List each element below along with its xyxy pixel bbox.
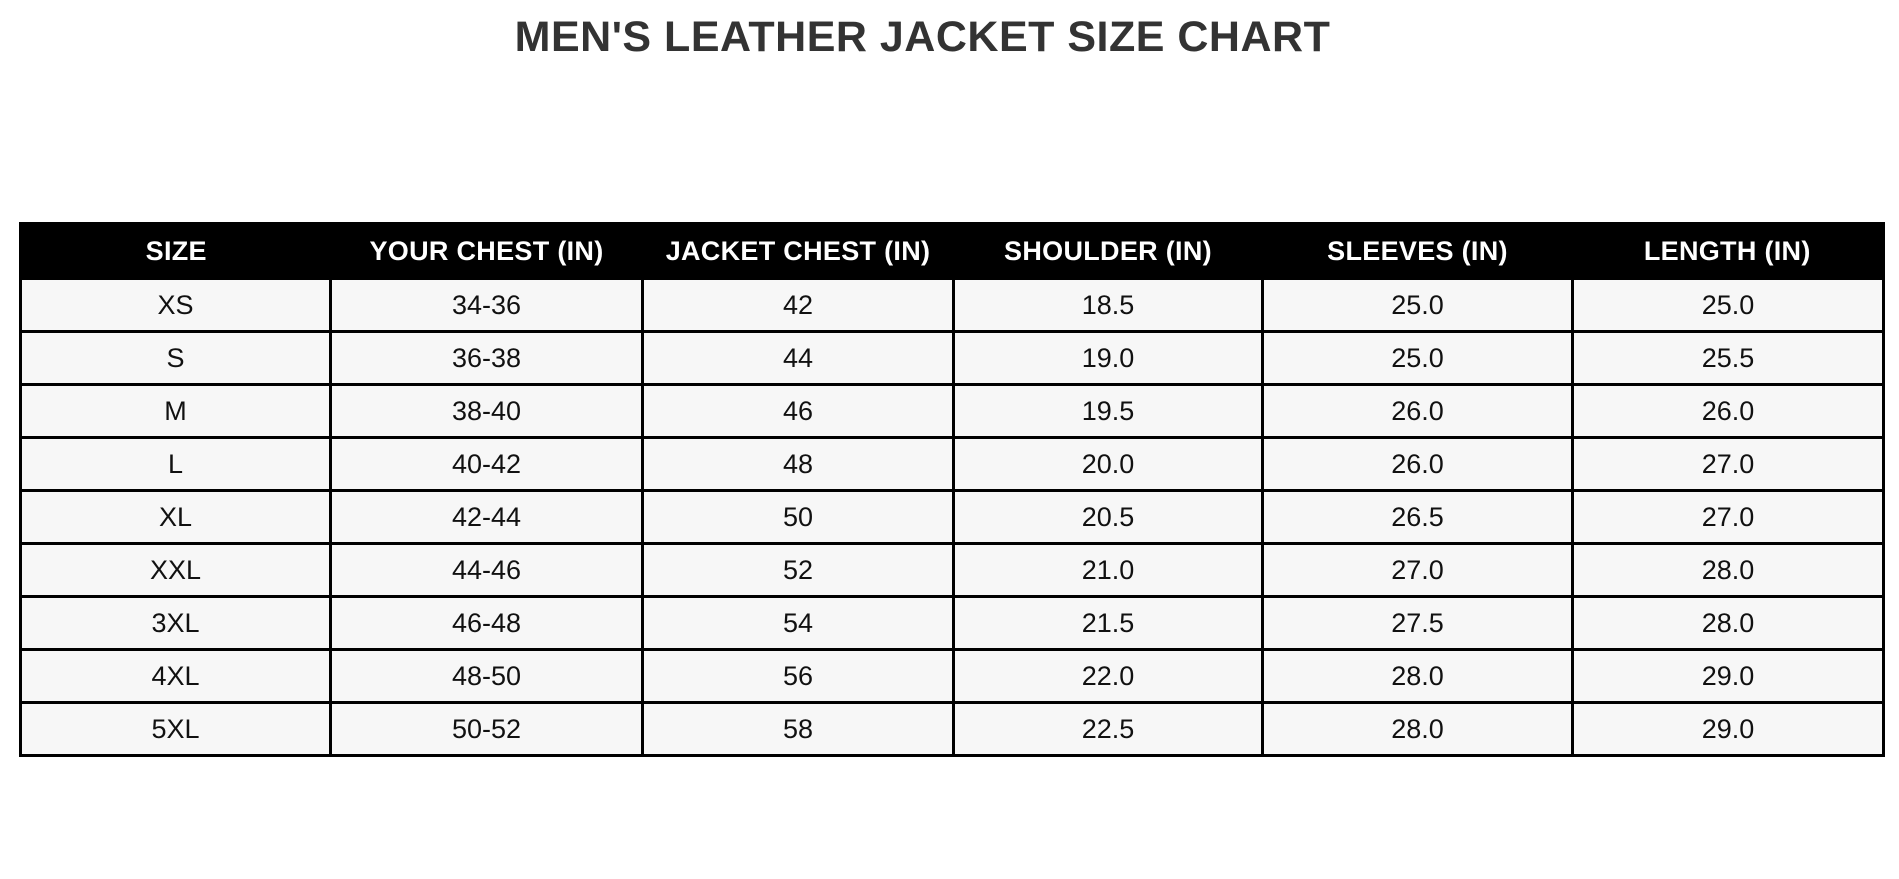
measurement-cell: 19.0 (952, 330, 1263, 385)
table-body: XS 34-36 42 18.5 25.0 25.0 S 36-38 44 19.0 25.0 25.… (20, 277, 1884, 756)
measurement-cell: 46-48 (329, 595, 643, 650)
measurement-cell: 38-40 (329, 383, 643, 438)
measurement-cell: 22.5 (952, 701, 1263, 756)
measurement-cell: 21.5 (952, 595, 1263, 650)
measurement-cell: 26.0 (1261, 436, 1573, 491)
measurement-cell: 40-42 (329, 436, 643, 491)
measurement-cell: 28.0 (1571, 595, 1884, 650)
measurement-cell: 28.0 (1571, 542, 1884, 597)
measurement-cell: 21.0 (952, 542, 1263, 597)
size-chart-table-container: SIZE YOUR CHEST (IN) JACKET CHEST (IN) SHOU… (19, 222, 1885, 757)
table-row: 4XL 48-50 56 22.0 28.0 29.0 (20, 648, 1884, 703)
measurement-cell: 56 (641, 648, 954, 703)
measurement-cell: 27.5 (1261, 595, 1573, 650)
measurement-cell: 48 (641, 436, 954, 491)
size-cell: 4XL (20, 648, 331, 703)
column-header: LENGTH (IN) (1643, 235, 1811, 266)
measurement-cell: 26.0 (1261, 383, 1573, 438)
table-row: XL 42-44 50 20.5 26.5 27.0 (20, 489, 1884, 544)
column-header: YOUR CHEST (IN) (369, 235, 604, 266)
table-header: SIZE YOUR CHEST (IN) JACKET CHEST (IN) SHOU… (20, 223, 1884, 279)
size-cell: M (20, 383, 331, 438)
size-cell: XXL (20, 542, 331, 597)
size-cell: 5XL (20, 701, 331, 756)
measurement-cell: 28.0 (1261, 701, 1573, 756)
measurement-cell: 48-50 (329, 648, 643, 703)
table-header-row: SIZE YOUR CHEST (IN) JACKET CHEST (IN) SHOU… (20, 223, 1884, 279)
measurement-cell: 44-46 (329, 542, 643, 597)
table-row: M 38-40 46 19.5 26.0 26.0 (20, 383, 1884, 438)
size-cell: L (20, 436, 331, 491)
measurement-cell: 20.0 (952, 436, 1263, 491)
measurement-cell: 29.0 (1571, 648, 1884, 703)
column-header: SLEEVES (IN) (1327, 235, 1508, 266)
measurement-cell: 26.5 (1261, 489, 1573, 544)
measurement-cell: 52 (641, 542, 954, 597)
size-cell: S (20, 330, 331, 385)
measurement-cell: 29.0 (1571, 701, 1884, 756)
column-header: SHOULDER (IN) (1004, 235, 1212, 266)
table-row: L 40-42 48 20.0 26.0 27.0 (20, 436, 1884, 491)
size-chart-table: SIZE YOUR CHEST (IN) JACKET CHEST (IN) SHOU… (19, 222, 1885, 757)
measurement-cell: 18.5 (952, 277, 1263, 332)
measurement-cell: 44 (641, 330, 954, 385)
measurement-cell: 19.5 (952, 383, 1263, 438)
table-row: XS 34-36 42 18.5 25.0 25.0 (20, 277, 1884, 332)
measurement-cell: 42 (641, 277, 954, 332)
measurement-cell: 25.5 (1571, 330, 1884, 385)
page-title: MEN'S LEATHER JACKET SIZE CHART (514, 13, 1331, 61)
measurement-cell: 36-38 (329, 330, 643, 385)
measurement-cell: 27.0 (1261, 542, 1573, 597)
measurement-cell: 20.5 (952, 489, 1263, 544)
size-cell: XL (20, 489, 331, 544)
measurement-cell: 27.0 (1571, 489, 1884, 544)
table-row: 3XL 46-48 54 21.5 27.5 28.0 (20, 595, 1884, 650)
measurement-cell: 22.0 (952, 648, 1263, 703)
measurement-cell: 28.0 (1261, 648, 1573, 703)
measurement-cell: 46 (641, 383, 954, 438)
measurement-cell: 34-36 (329, 277, 643, 332)
measurement-cell: 26.0 (1571, 383, 1884, 438)
measurement-cell: 25.0 (1261, 277, 1573, 332)
measurement-cell: 54 (641, 595, 954, 650)
table-row: XXL 44-46 52 21.0 27.0 28.0 (20, 542, 1884, 597)
measurement-cell: 27.0 (1571, 436, 1884, 491)
measurement-cell: 42-44 (329, 489, 643, 544)
size-cell: XS (20, 277, 331, 332)
table-row: 5XL 50-52 58 22.5 28.0 29.0 (20, 701, 1884, 756)
measurement-cell: 58 (641, 701, 954, 756)
measurement-cell: 50 (641, 489, 954, 544)
size-cell: 3XL (20, 595, 331, 650)
measurement-cell: 50-52 (329, 701, 643, 756)
column-header: SIZE (145, 235, 207, 266)
column-header: JACKET CHEST (IN) (665, 235, 931, 266)
measurement-cell: 25.0 (1261, 330, 1573, 385)
table-row: S 36-38 44 19.0 25.0 25.5 (20, 330, 1884, 385)
measurement-cell: 25.0 (1571, 277, 1884, 332)
